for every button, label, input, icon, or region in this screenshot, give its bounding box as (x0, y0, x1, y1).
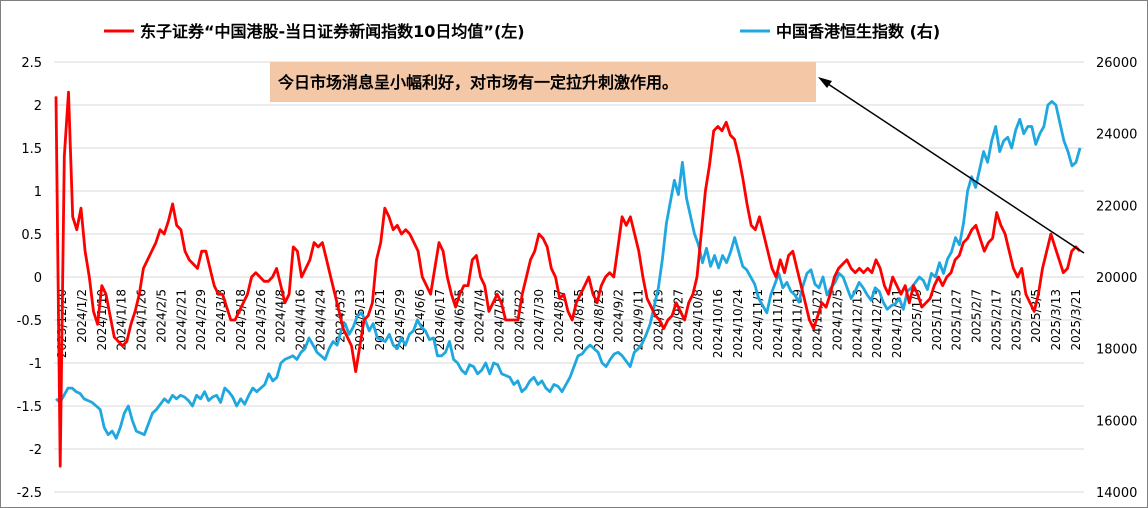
x-tick-label: 2024/4/24 (313, 289, 327, 351)
x-tick-label: 2024/12/13 (850, 289, 864, 358)
left-y-tick-label: -2.5 (17, 486, 42, 501)
x-tick-label: 2024/7/4 (473, 289, 487, 343)
x-tick-label: 2025/2/25 (1009, 289, 1023, 351)
x-tick-label: 2024/12/5 (830, 289, 844, 351)
x-tick-label: 2024/7/30 (532, 289, 546, 351)
x-tick-label: 2024/11/19 (791, 289, 805, 358)
right-y-tick-label: 24000 (1096, 128, 1137, 143)
right-y-tick-label: 22000 (1096, 199, 1137, 214)
x-tick-label: 2024/3/18 (234, 289, 248, 351)
x-tick-label: 2024/6/6 (413, 289, 427, 343)
x-tick-label: 2024/8/7 (552, 289, 566, 343)
series-lines (54, 90, 1082, 468)
x-tick-label: 2024/5/13 (353, 289, 367, 351)
x-tick-label: 2024/5/29 (393, 289, 407, 351)
x-tick-label: 2025/1/27 (950, 289, 964, 351)
annotation-text: 今日市场消息呈小幅利好，对市场有一定拉升刺激作用。 (277, 73, 678, 92)
left-y-tick-label: -1 (29, 357, 42, 372)
gridlines (54, 61, 1084, 493)
x-tick-label: 2025/2/7 (970, 289, 984, 343)
annotation-arrow (821, 79, 1085, 254)
left-y-tick-label: 2 (34, 99, 42, 114)
annotation: 今日市场消息呈小幅利好，对市场有一定拉升刺激作用。 (270, 62, 1085, 254)
x-tick-label: 2024/4/16 (294, 289, 308, 351)
right-y-axis-ticks: 26000 24000 22000 20000 18000 16000 14000 (1096, 56, 1137, 501)
left-y-axis-ticks: 2.5 2 1.5 1 0.5 0 -0.5 -1 -1.5 -2 -2.5 (17, 56, 42, 501)
left-y-tick-label: 1.5 (21, 142, 42, 157)
left-y-tick-label: 0.5 (21, 228, 42, 243)
left-y-tick-label: 2.5 (21, 56, 42, 71)
x-tick-label: 2024/1/18 (115, 289, 129, 351)
x-tick-label: 2024/2/29 (194, 289, 208, 351)
x-tick-label: 2024/1/26 (135, 289, 149, 351)
legend-entry-hang-seng: 中国香港恒生指数 (右) (776, 22, 940, 41)
left-y-tick-label: -2 (29, 443, 42, 458)
x-tick-label: 2024/12/31 (890, 289, 904, 358)
x-tick-label: 2024/2/5 (154, 289, 168, 343)
x-tick-label: 2024/8/23 (592, 289, 606, 351)
x-tick-label: 2024/1/2 (75, 289, 89, 343)
series-line-hang-seng (55, 100, 1082, 440)
legend: 东子证券“中国港股-当日证券新闻指数10日均值”(左) 中国香港恒生指数 (右) (104, 22, 940, 41)
left-y-tick-label: 1 (34, 185, 42, 200)
right-y-tick-label: 26000 (1096, 56, 1137, 71)
x-tick-label: 2024/1/10 (95, 289, 109, 351)
x-tick-label: 2025/3/13 (1049, 289, 1063, 351)
left-y-tick-label: -1.5 (17, 400, 42, 415)
x-tick-label: 2024/12/23 (870, 289, 884, 358)
x-tick-label: 2025/2/17 (989, 289, 1003, 351)
x-tick-label: 2024/10/8 (691, 289, 705, 351)
right-y-tick-label: 14000 (1096, 486, 1137, 501)
x-tick-label: 2024/9/2 (612, 289, 626, 343)
x-tick-label: 2024/9/11 (632, 289, 646, 351)
annotation-box (270, 62, 816, 102)
right-y-tick-label: 20000 (1096, 271, 1137, 286)
legend-entry-news-index: 东子证券“中国港股-当日证券新闻指数10日均值”(左) (140, 22, 525, 41)
x-tick-label: 2024/6/17 (433, 289, 447, 351)
x-tick-label: 2024/11/11 (771, 289, 785, 358)
x-tick-label: 2024/10/24 (731, 289, 745, 358)
x-tick-label: 2025/3/5 (1029, 289, 1043, 343)
x-tick-label: 2024/2/21 (174, 289, 188, 351)
right-y-tick-label: 16000 (1096, 414, 1137, 429)
right-y-tick-label: 18000 (1096, 343, 1137, 358)
left-y-tick-label: -0.5 (17, 314, 42, 329)
x-tick-label: 2025/3/21 (1069, 289, 1083, 351)
annotation-arrowhead (818, 77, 832, 88)
series-line-news-index (54, 90, 1082, 468)
x-tick-label: 2024/4/8 (274, 289, 288, 343)
x-tick-label: 2025/1/17 (930, 289, 944, 351)
x-tick-label: 2024/10/16 (711, 289, 725, 358)
x-tick-label: 2024/3/26 (254, 289, 268, 351)
x-tick-label: 2024/3/8 (214, 289, 228, 343)
left-y-tick-label: 0 (34, 271, 42, 286)
